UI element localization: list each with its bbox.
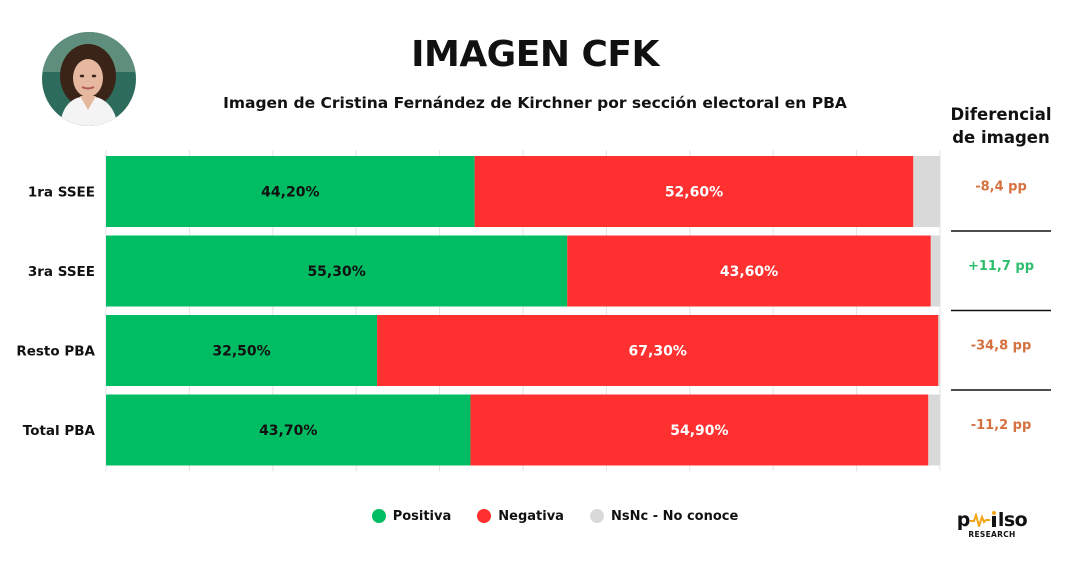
logo-subtext: RESEARCH [968,530,1016,539]
data-label: 55,30% [307,264,365,280]
category-label: Total PBA [23,423,96,439]
pulse-wave-icon [969,511,990,530]
diff-value: -34,8 pp [971,339,1032,354]
category-label: 3ra SSEE [28,264,95,280]
legend-item-positive: Positiva [371,508,452,524]
bar-segment-negative [567,235,931,307]
logo-i-icon [991,511,996,527]
legend-dot-positive [371,509,386,523]
legend-item-negative: Negativa [477,509,564,524]
bar-segment-positive [106,315,378,386]
logo-wordmark: p lso [952,510,1032,530]
legend-label-negative: Negativa [498,508,564,524]
bar-segment-positive [106,156,475,227]
page-subtitle: Imagen de Cristina Fernández de Kirchner… [223,94,847,112]
logo-text-end: lso [997,509,1028,531]
bar-segment-nsnc [913,156,940,227]
stacked-bar-chart: 1ra SSEE 44,20% 52,60% -8,4 pp 3ra SSEE 55,30… [16,150,1051,472]
pulso-research-logo: p lso RESEARCH [952,510,1032,540]
bar-segment-nsnc [938,315,940,386]
bar-segment-positive [106,394,471,466]
bar-segment-negative [377,315,939,386]
bar-segment-nsnc [928,394,940,466]
data-label: 54,90% [670,423,728,439]
category-label: Resto PBA [16,344,95,360]
logo-i-glyph [990,511,998,527]
legend-dot-nsnc [589,509,604,523]
page-title: IMAGEN CFK [411,34,659,75]
diff-header: Diferencial de imagen [940,103,1062,149]
diff-header-line1: Diferencial [950,105,1052,124]
data-label: 52,60% [665,185,723,201]
logo-text-start: p [956,509,971,531]
data-label: 44,20% [261,185,319,201]
diff-value: -8,4 pp [975,180,1027,195]
diff-header-line2: de imagen [952,128,1050,147]
legend-label-positive: Positiva [392,508,452,524]
data-label: 32,50% [212,344,270,360]
chart-legend: Positiva Negativa NsNc - No conoce [340,505,770,527]
legend-dot-negative [477,509,492,523]
legend-label-nsnc: NsNc - No conoce [610,508,739,524]
bar-segment-negative [470,394,929,466]
diff-value: +11,7 pp [968,259,1034,274]
data-label: 43,60% [720,264,778,280]
bar-segment-positive [106,235,568,307]
category-label: 1ra SSEE [28,185,95,201]
data-label: 43,70% [259,423,317,439]
diff-value: -11,2 pp [971,418,1032,433]
legend-item-nsnc: NsNc - No conoce [589,508,739,524]
bar-segment-negative [474,156,914,227]
bar-segment-nsnc [930,235,940,307]
data-label: 67,30% [629,344,687,360]
